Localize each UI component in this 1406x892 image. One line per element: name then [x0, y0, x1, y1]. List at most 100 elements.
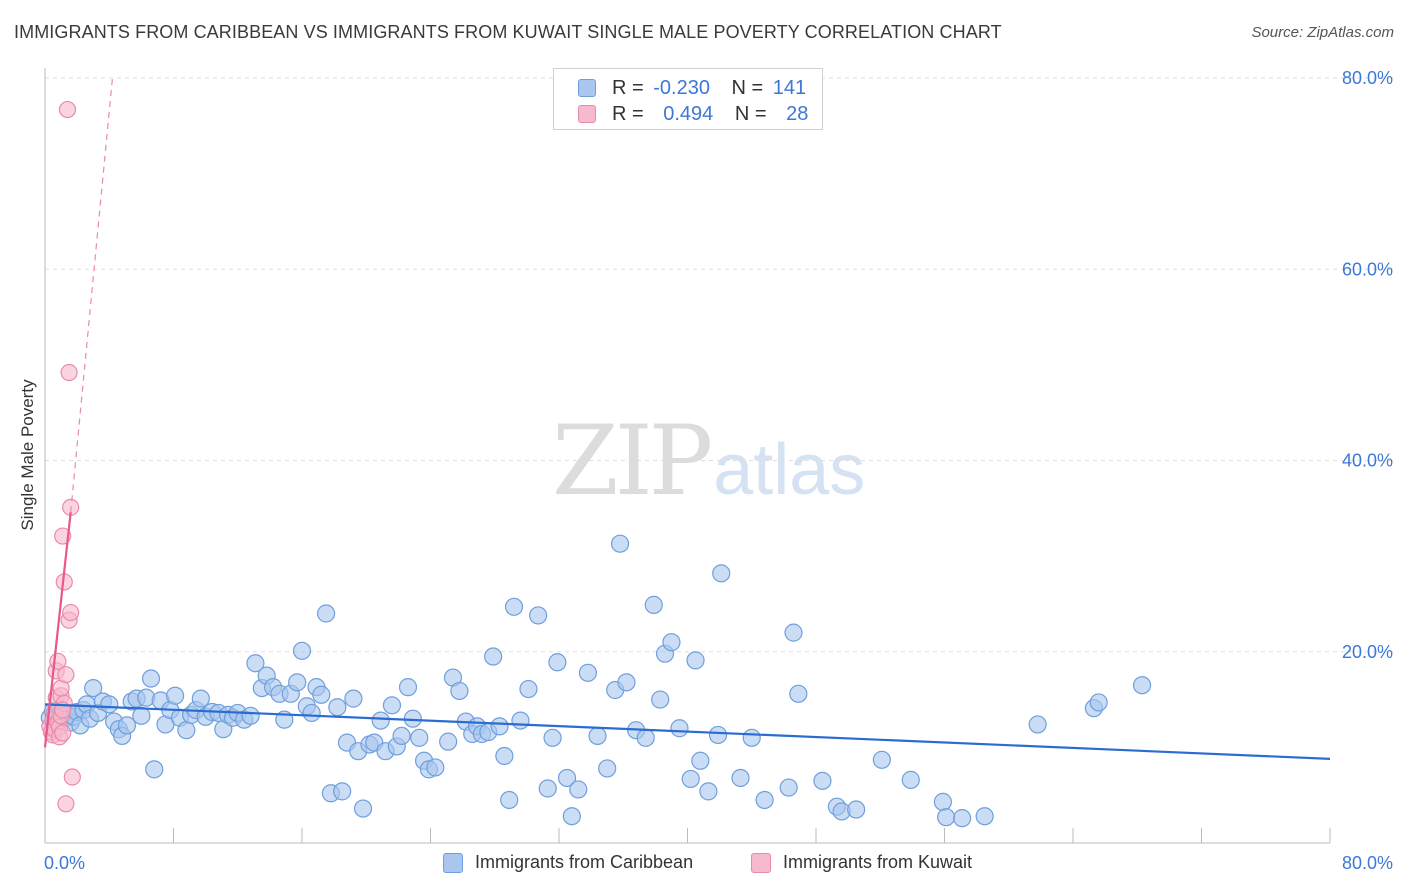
caribbean-point [651, 690, 670, 709]
x-tick-label: 80.0% [1342, 853, 1393, 873]
caribbean-point [937, 808, 956, 827]
caribbean-point [426, 758, 445, 777]
caribbean-point [292, 641, 312, 660]
kuwait-point [58, 100, 77, 119]
caribbean-point [84, 678, 103, 698]
caribbean-point [712, 564, 731, 583]
legend-swatch-caribbean [578, 79, 596, 97]
y-tick-label: 20.0% [1342, 642, 1393, 662]
caribbean-point [847, 800, 866, 819]
caribbean-point [353, 799, 373, 818]
kuwait-point [60, 363, 78, 382]
caribbean-point [132, 706, 151, 725]
y-tick-label: 80.0% [1342, 68, 1393, 88]
legend-n-label: N = [734, 103, 767, 125]
caribbean-point [344, 689, 363, 708]
caribbean-point [100, 695, 119, 714]
caribbean-point [484, 647, 503, 666]
legend-swatch-kuwait [578, 105, 596, 123]
caribbean-trend-line [44, 703, 1331, 760]
y-tick-label: 60.0% [1342, 259, 1393, 279]
caribbean-point [288, 673, 307, 692]
caribbean-point [953, 809, 972, 828]
caribbean-point [662, 633, 681, 652]
caribbean-point [548, 653, 567, 672]
caribbean-point [598, 759, 617, 778]
kuwait-point [63, 768, 81, 786]
caribbean-point [543, 728, 562, 747]
legend-r-label: R = [612, 77, 644, 99]
caribbean-point [588, 726, 607, 746]
legend-n-value: 141 [772, 77, 807, 99]
caribbean-point [1089, 693, 1108, 712]
caribbean-point [617, 673, 636, 692]
caribbean-point [439, 732, 458, 751]
kuwait-point [54, 724, 72, 742]
caribbean-point [312, 685, 331, 704]
caribbean-point [872, 750, 891, 769]
caribbean-point [670, 719, 689, 738]
caribbean-point [708, 725, 728, 745]
legend-n-label: N = [731, 77, 764, 99]
legend-r-value: 0.494 [663, 103, 714, 125]
source-label: Source: ZipAtlas.com [1251, 24, 1394, 41]
caribbean-point [500, 790, 519, 810]
caribbean-point [141, 669, 161, 688]
caribbean-point [166, 686, 185, 705]
caribbean-point [191, 689, 210, 708]
correlation-legend: R = -0.230 N = 141 R = 0.494 N = 28 [553, 68, 823, 130]
caribbean-point [681, 769, 700, 789]
kuwait-point [57, 666, 75, 684]
caribbean-point [789, 684, 808, 703]
caribbean-point [410, 728, 429, 747]
caribbean-point [241, 706, 260, 725]
caribbean-point [1132, 676, 1152, 695]
kuwait-point [62, 603, 80, 622]
caribbean-point [538, 779, 557, 798]
bottom-legend-swatch-kuwait [751, 853, 771, 873]
caribbean-point [731, 768, 750, 788]
caribbean-point [519, 679, 538, 699]
caribbean-point [699, 782, 718, 801]
caribbean-point [562, 807, 581, 826]
caribbean-point [145, 760, 164, 779]
caribbean-point [742, 728, 761, 747]
legend-n-value: 28 [786, 103, 809, 125]
caribbean-point [691, 751, 710, 770]
legend-r-value: -0.230 [653, 77, 710, 99]
caribbean-point [755, 790, 774, 810]
legend-r-label: R = [612, 103, 644, 125]
caribbean-point [784, 623, 803, 642]
y-tick-label: 40.0% [1342, 451, 1393, 471]
chart-title: IMMIGRANTS FROM CARIBBEAN VS IMMIGRANTS … [14, 22, 1002, 42]
caribbean-point [371, 711, 390, 730]
caribbean-point [392, 726, 411, 746]
bottom-legend-swatch-caribbean [443, 853, 463, 873]
caribbean-point [644, 595, 663, 614]
bottom-legend-label-kuwait: Immigrants from Kuwait [783, 852, 973, 872]
kuwait-point [57, 795, 75, 813]
caribbean-point [1028, 715, 1047, 734]
caribbean-point [504, 597, 524, 616]
caribbean-point [328, 698, 347, 717]
caribbean-point [450, 681, 469, 701]
caribbean-point [177, 721, 196, 740]
caribbean-point [557, 768, 577, 788]
caribbean-point [398, 678, 418, 697]
caribbean-point [511, 711, 530, 730]
caribbean-point [490, 717, 509, 736]
caribbean-point [636, 728, 655, 747]
caribbean-point [813, 771, 832, 790]
caribbean-point [610, 534, 630, 553]
caribbean-point [686, 651, 705, 670]
y-axis-label: Single Male Poverty [18, 379, 37, 531]
bottom-legend-label-caribbean: Immigrants from Caribbean [475, 852, 694, 872]
caribbean-point [578, 663, 598, 682]
caribbean-point [901, 770, 920, 789]
caribbean-point [779, 778, 798, 797]
caribbean-point [569, 780, 588, 799]
caribbean-point [246, 654, 265, 673]
caribbean-point [302, 703, 321, 723]
caribbean-point [333, 782, 352, 801]
